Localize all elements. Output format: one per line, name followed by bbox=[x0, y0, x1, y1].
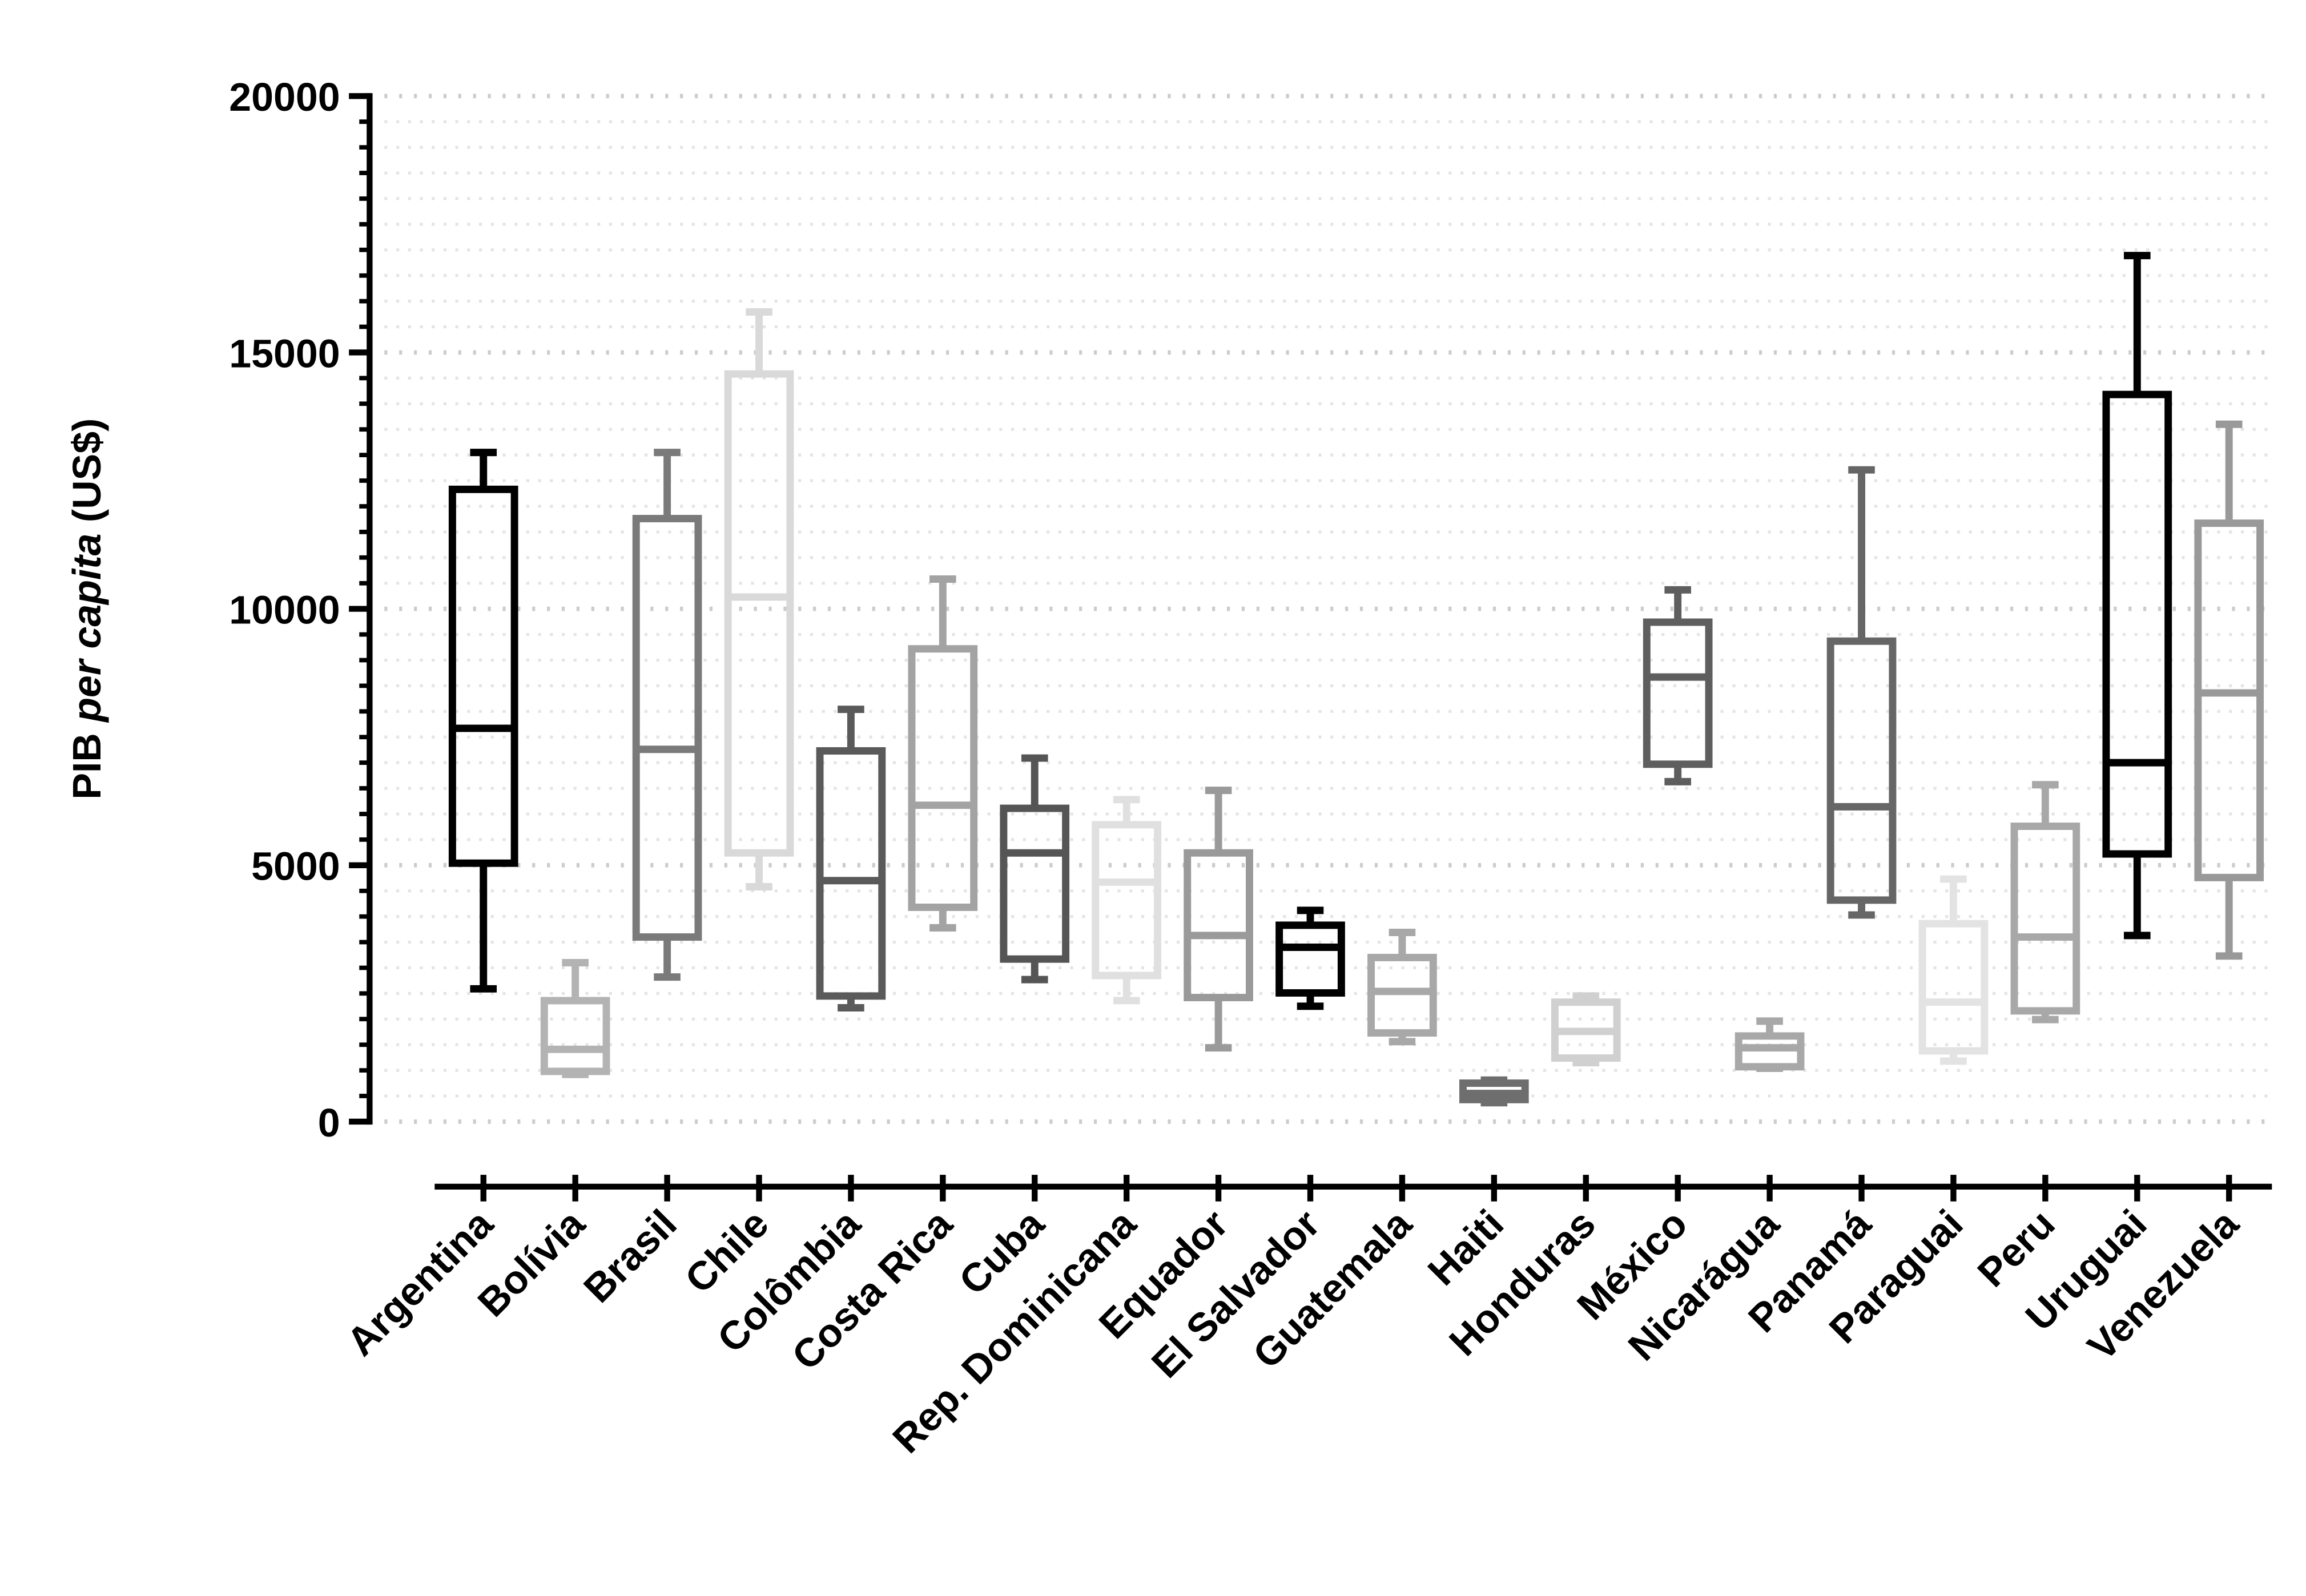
box bbox=[724, 370, 794, 857]
box bbox=[1826, 637, 1897, 904]
y-label-part: (US$) bbox=[65, 418, 109, 523]
box bbox=[2102, 390, 2172, 858]
box bbox=[908, 645, 978, 911]
box bbox=[1918, 920, 1989, 1055]
y-tick-label: 20000 bbox=[229, 75, 340, 119]
box bbox=[540, 997, 610, 1075]
box bbox=[1643, 618, 1713, 768]
box bbox=[816, 747, 886, 1000]
x-tick-label: Brasil bbox=[575, 1201, 685, 1311]
box bbox=[448, 485, 518, 867]
box bbox=[632, 515, 702, 941]
box bbox=[2194, 519, 2264, 881]
y-label-part: PIB bbox=[65, 733, 109, 800]
box bbox=[1367, 954, 1437, 1037]
box bbox=[1184, 849, 1253, 1002]
y-tick-label: 5000 bbox=[251, 844, 340, 889]
box bbox=[1275, 921, 1345, 997]
x-tick-label: Argentina bbox=[338, 1200, 502, 1364]
box bbox=[1000, 804, 1070, 963]
y-tick-label: 15000 bbox=[229, 331, 340, 376]
box bbox=[2010, 823, 2080, 1015]
y-axis-label: PIB per capita (US$) bbox=[65, 418, 109, 800]
y-label-part: per capita bbox=[65, 534, 109, 723]
y-tick-label: 10000 bbox=[229, 588, 340, 632]
box bbox=[1092, 821, 1162, 980]
y-tick-label: 0 bbox=[318, 1101, 340, 1145]
